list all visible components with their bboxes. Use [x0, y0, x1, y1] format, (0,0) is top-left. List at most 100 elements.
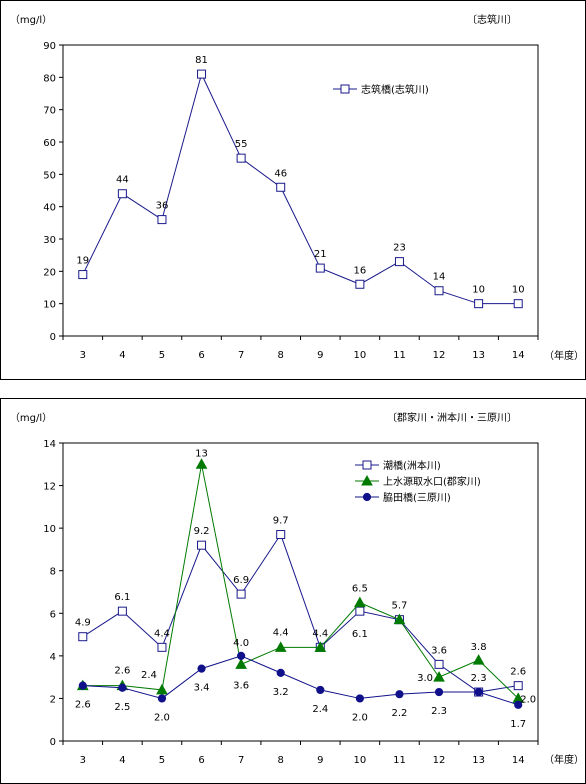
chart-panel-shizuki: 0 10 20 30 40 50 60 70 80 90 3 4 5 6 7 8 9 10 11 12 13 14 （mg/… — [0, 0, 586, 380]
data-point — [237, 651, 246, 660]
x-tick-label: 10 — [354, 755, 367, 766]
data-point — [157, 642, 167, 652]
data-label: 3.6 — [233, 680, 249, 691]
legend-entry: 志筑橋(志筑川) — [361, 83, 429, 96]
data-point — [236, 153, 246, 163]
data-label: 4.4 — [154, 628, 170, 639]
y-tick-label: 30 — [43, 235, 56, 246]
x-tick-label: 13 — [472, 350, 485, 361]
data-point — [78, 681, 87, 690]
data-point — [434, 659, 444, 669]
x-tick-label: 5 — [159, 350, 165, 361]
series-line — [82, 655, 519, 706]
data-point — [394, 257, 404, 267]
data-point — [395, 690, 404, 699]
y-tick-label: 10 — [43, 524, 56, 535]
y-tick-label: 70 — [43, 106, 56, 117]
data-label: 46 — [274, 168, 287, 179]
data-label: 2.4 — [141, 670, 157, 681]
legend-marker — [362, 492, 372, 502]
y-tick-label: 10 — [43, 300, 56, 311]
river-tag: 〔志筑川〕 — [467, 13, 517, 26]
legend-entry: 脇田橋(三原川) — [383, 491, 451, 504]
data-label: 2.0 — [352, 712, 368, 723]
x-tick-label: 3 — [80, 755, 86, 766]
x-axis-label: （年度） — [544, 349, 584, 362]
data-point — [434, 286, 444, 296]
y-tick-label: 50 — [43, 170, 56, 181]
y-axis-label: （mg/l） — [10, 412, 52, 424]
x-tick-label: 8 — [278, 350, 284, 361]
data-point — [514, 700, 523, 709]
x-tick-label: 14 — [512, 350, 525, 361]
series-1: 19 44 36 81 55 46 21 16 23 14 10 10 — [76, 55, 525, 309]
data-point — [235, 658, 247, 669]
x-tick-label: 6 — [198, 755, 204, 766]
y-tick-label: 20 — [43, 267, 56, 278]
y-tick-label: 60 — [43, 138, 56, 149]
legend-entry: 潮橋(洲本川) — [383, 459, 441, 472]
data-point — [157, 215, 167, 225]
data-point — [315, 263, 325, 273]
series-line — [82, 533, 519, 693]
chart-panel-three-rivers: 0 2 4 6 8 10 12 14 3 4 5 6 7 8 9 10 11 12 13 14 （mg/l） （年度） 〔郡… — [0, 398, 586, 784]
x-tick-label: 3 — [80, 350, 86, 361]
data-point — [472, 654, 485, 665]
data-label: 1.7 — [510, 719, 526, 730]
data-label: 9.2 — [194, 526, 210, 537]
series-3: 2.5 2.0 3.4 4.0 3.2 2.4 2.0 2.2 2.3 1.7 — [78, 638, 526, 730]
data-label: 4.9 — [75, 618, 91, 629]
y-tick-label: 0 — [50, 332, 56, 343]
x-tick-label: 4 — [119, 350, 125, 361]
y-axis-label: （mg/l） — [10, 14, 52, 26]
data-label: 4.4 — [312, 628, 328, 639]
legend-entry: 上水源取水口(郡家川) — [383, 475, 481, 488]
data-point — [197, 540, 207, 550]
data-label: 3.2 — [273, 687, 289, 698]
data-label: 6.1 — [352, 629, 368, 640]
data-label: 5.7 — [392, 601, 408, 612]
data-label: 6.1 — [114, 592, 130, 603]
plot-area-frame — [62, 44, 539, 337]
x-tick-label: 12 — [433, 755, 446, 766]
data-label: 9.7 — [273, 516, 289, 527]
data-label: 2.6 — [75, 700, 91, 711]
data-point — [355, 694, 364, 703]
chart-svg-shizuki: 0 10 20 30 40 50 60 70 80 90 3 4 5 6 7 8 9 10 11 12 13 14 （mg/… — [10, 13, 584, 362]
data-point — [355, 279, 365, 289]
x-tick-label: 9 — [317, 755, 323, 766]
x-tick-label: 7 — [238, 755, 244, 766]
data-point — [276, 530, 286, 540]
data-point — [314, 641, 327, 652]
x-tick-label: 13 — [472, 755, 485, 766]
data-label: 2.0 — [520, 694, 536, 705]
data-point — [195, 458, 208, 469]
data-label: 10 — [472, 285, 485, 296]
y-tick-label: 8 — [50, 567, 56, 578]
data-label: 13 — [195, 448, 208, 459]
data-label: 6.5 — [352, 584, 368, 595]
data-point — [156, 683, 168, 695]
legend: 潮橋(洲本川) 上水源取水口(郡家川) 脇田橋(三原川) — [355, 459, 481, 504]
data-point — [157, 694, 167, 703]
data-label: 2.6 — [114, 666, 130, 677]
x-tick-label: 7 — [238, 350, 244, 361]
data-label: 3.8 — [471, 642, 487, 653]
data-label: 2.6 — [510, 667, 526, 678]
legend-marker — [361, 474, 373, 486]
data-point — [474, 299, 484, 309]
data-label: 2.3 — [471, 673, 487, 684]
data-point — [513, 299, 523, 309]
y-tick-label: 90 — [43, 41, 56, 52]
y-tick-label: 14 — [43, 439, 56, 450]
chart-svg-three-rivers: 0 2 4 6 8 10 12 14 3 4 5 6 7 8 9 10 11 12 13 14 （mg/l） （年度） 〔郡… — [10, 411, 584, 766]
x-axis-label: （年度） — [544, 753, 584, 766]
series-line — [82, 464, 519, 699]
data-point — [117, 606, 127, 616]
legend-marker — [340, 84, 350, 94]
legend: 志筑橋(志筑川) — [333, 83, 429, 96]
x-tick-label: 12 — [433, 350, 446, 361]
data-point — [274, 641, 287, 652]
data-point — [354, 596, 366, 608]
data-point — [276, 182, 286, 192]
